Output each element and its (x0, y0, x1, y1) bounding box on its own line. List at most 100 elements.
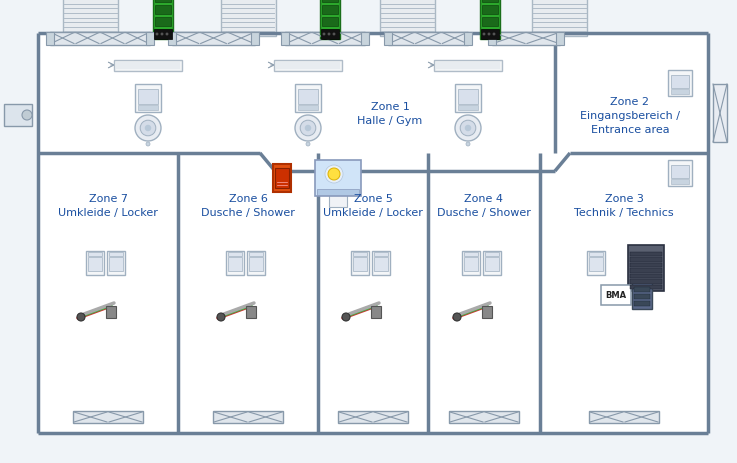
Bar (298, 90, 318, 105)
Circle shape (483, 33, 486, 37)
Bar (155, 0, 171, 3)
Text: Zone 2
Eingangsbereich /
Entrance area: Zone 2 Eingangsbereich / Entrance area (580, 97, 680, 135)
Bar (168, 32, 176, 45)
Bar (88, 257, 102, 271)
Bar (384, 32, 392, 45)
Bar (353, 257, 367, 271)
Bar (172, 32, 255, 45)
Bar (458, 90, 478, 105)
Bar (464, 257, 478, 271)
Bar (464, 32, 472, 45)
Circle shape (328, 169, 340, 181)
Bar (628, 245, 664, 291)
Bar (135, 85, 161, 113)
Bar (73, 411, 143, 423)
Bar (449, 411, 519, 423)
Bar (154, 30, 172, 40)
Circle shape (455, 116, 481, 142)
Circle shape (460, 121, 476, 137)
Bar (634, 301, 650, 307)
Bar (285, 32, 365, 45)
Bar (276, 63, 340, 69)
Circle shape (146, 143, 150, 147)
Bar (298, 106, 318, 111)
Bar (228, 252, 242, 257)
Circle shape (332, 33, 335, 37)
Bar (482, 307, 492, 319)
Circle shape (144, 125, 151, 132)
Bar (146, 32, 154, 45)
Circle shape (342, 313, 350, 321)
Bar (329, 194, 347, 207)
Bar (114, 60, 182, 71)
Circle shape (166, 33, 169, 37)
Bar (374, 252, 388, 257)
Bar (630, 252, 662, 257)
Bar (380, 0, 436, 37)
Bar (88, 252, 102, 257)
Bar (321, 30, 339, 40)
Bar (589, 411, 659, 423)
Bar (482, 0, 498, 3)
Bar (351, 251, 369, 275)
Circle shape (323, 33, 326, 37)
Circle shape (161, 33, 164, 37)
Bar (317, 189, 359, 195)
Bar (462, 251, 480, 275)
Bar (109, 257, 123, 271)
Circle shape (492, 33, 495, 37)
Bar (480, 0, 500, 40)
Text: Zone 3
Technik / Technics: Zone 3 Technik / Technics (574, 194, 674, 218)
Bar (589, 252, 603, 257)
Bar (464, 252, 478, 257)
Bar (281, 32, 289, 45)
Bar (630, 274, 662, 278)
Text: Zone 7
Umkleide / Locker: Zone 7 Umkleide / Locker (58, 194, 158, 218)
Bar (86, 251, 104, 275)
Circle shape (327, 33, 330, 37)
Bar (388, 32, 468, 45)
Bar (372, 251, 390, 275)
Bar (601, 285, 631, 305)
Bar (322, 0, 338, 3)
Circle shape (217, 313, 225, 321)
Bar (630, 279, 662, 284)
Bar (587, 251, 605, 275)
Bar (634, 288, 650, 292)
Bar (138, 90, 158, 105)
Bar (322, 6, 338, 15)
Bar (671, 90, 689, 95)
Circle shape (453, 313, 461, 321)
Bar (630, 285, 662, 289)
Bar (436, 63, 500, 69)
Bar (295, 85, 321, 113)
Circle shape (305, 125, 311, 132)
Circle shape (487, 33, 491, 37)
Text: Zone 1
Halle / Gym: Zone 1 Halle / Gym (357, 102, 422, 126)
Bar (153, 0, 173, 40)
Bar (116, 63, 180, 69)
Bar (630, 263, 662, 268)
Bar (671, 180, 689, 185)
Circle shape (295, 116, 321, 142)
Bar (38, 34, 708, 433)
Bar (246, 307, 256, 319)
Bar (485, 252, 499, 257)
Bar (4, 105, 32, 127)
Bar (275, 169, 289, 188)
Circle shape (22, 111, 32, 121)
Bar (50, 32, 150, 45)
Bar (320, 0, 340, 40)
Bar (106, 307, 116, 319)
Bar (630, 257, 662, 262)
Text: Zone 4
Dusche / Shower: Zone 4 Dusche / Shower (437, 194, 531, 218)
Bar (155, 6, 171, 15)
Text: BMA: BMA (605, 291, 626, 300)
Bar (220, 0, 276, 37)
Bar (374, 257, 388, 271)
Bar (485, 257, 499, 271)
Circle shape (300, 121, 315, 137)
Bar (533, 0, 587, 37)
Bar (226, 251, 244, 275)
Bar (315, 161, 361, 197)
